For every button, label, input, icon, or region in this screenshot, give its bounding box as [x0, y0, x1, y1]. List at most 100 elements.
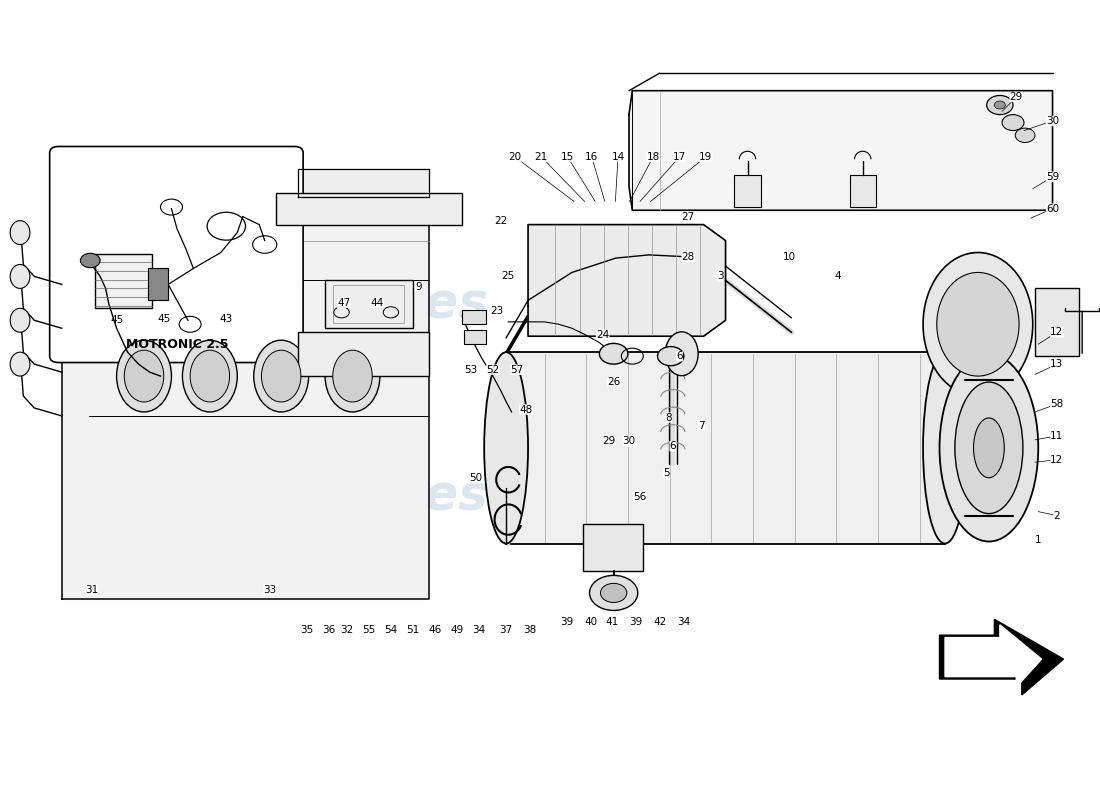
- Text: 41: 41: [606, 617, 619, 626]
- Ellipse shape: [262, 350, 301, 402]
- Bar: [735, 175, 761, 207]
- Circle shape: [601, 583, 627, 602]
- Ellipse shape: [974, 418, 1004, 478]
- Text: MOTRONIC 2.5: MOTRONIC 2.5: [125, 338, 228, 350]
- Text: 6: 6: [676, 351, 683, 361]
- Text: 25: 25: [502, 271, 515, 282]
- Ellipse shape: [117, 340, 172, 412]
- Text: 44: 44: [370, 298, 383, 308]
- Polygon shape: [298, 169, 429, 197]
- Text: 5: 5: [663, 468, 670, 478]
- Text: 43: 43: [220, 314, 233, 324]
- Text: 48: 48: [519, 405, 532, 414]
- Ellipse shape: [923, 352, 967, 543]
- Ellipse shape: [10, 221, 30, 245]
- Text: 40: 40: [584, 617, 597, 626]
- Text: eurospares: eurospares: [173, 472, 488, 520]
- Bar: [462, 310, 486, 324]
- Ellipse shape: [10, 265, 30, 288]
- Text: 13: 13: [1050, 359, 1064, 369]
- Text: 57: 57: [510, 365, 524, 374]
- Text: 6: 6: [670, 442, 676, 451]
- Ellipse shape: [10, 352, 30, 376]
- Text: 34: 34: [472, 625, 485, 634]
- Text: 31: 31: [85, 585, 98, 594]
- Text: 7: 7: [698, 421, 705, 430]
- Ellipse shape: [183, 340, 238, 412]
- Text: 30: 30: [623, 437, 636, 446]
- Circle shape: [80, 254, 100, 268]
- Bar: [1035, 288, 1079, 356]
- Text: 47: 47: [337, 298, 350, 308]
- Circle shape: [1015, 128, 1035, 142]
- Text: 56: 56: [634, 492, 647, 502]
- Circle shape: [658, 346, 684, 366]
- Circle shape: [994, 101, 1005, 109]
- Text: 51: 51: [406, 625, 419, 634]
- Text: 34: 34: [678, 617, 691, 626]
- Text: 43: 43: [220, 315, 233, 326]
- Text: 29: 29: [603, 437, 616, 446]
- FancyBboxPatch shape: [50, 146, 304, 362]
- Text: 27: 27: [682, 212, 695, 222]
- Ellipse shape: [332, 350, 372, 402]
- Circle shape: [1002, 114, 1024, 130]
- Bar: [506, 352, 945, 543]
- Ellipse shape: [937, 273, 1019, 376]
- Text: 15: 15: [561, 152, 574, 162]
- Text: 26: 26: [607, 378, 620, 387]
- Ellipse shape: [923, 253, 1033, 396]
- Text: 21: 21: [535, 152, 548, 162]
- Bar: [148, 269, 168, 300]
- Polygon shape: [939, 619, 1064, 695]
- Text: 22: 22: [494, 216, 507, 226]
- Text: 38: 38: [524, 625, 537, 634]
- Bar: [276, 193, 462, 225]
- Text: 49: 49: [450, 625, 463, 634]
- Text: 18: 18: [647, 152, 660, 162]
- Text: 23: 23: [491, 306, 504, 316]
- Text: 2: 2: [1054, 510, 1060, 521]
- Text: 54: 54: [384, 625, 397, 634]
- Ellipse shape: [326, 340, 379, 412]
- Text: 28: 28: [682, 251, 695, 262]
- Circle shape: [600, 343, 628, 364]
- Text: 35: 35: [300, 625, 313, 634]
- Text: 20: 20: [508, 152, 521, 162]
- Polygon shape: [629, 90, 1053, 210]
- Bar: [298, 332, 429, 376]
- Text: 37: 37: [499, 625, 513, 634]
- Text: 39: 39: [560, 617, 573, 626]
- Text: 33: 33: [264, 585, 277, 594]
- Text: 12: 12: [1050, 327, 1064, 338]
- Text: 55: 55: [362, 625, 375, 634]
- Text: 9: 9: [415, 282, 421, 292]
- Ellipse shape: [484, 352, 528, 543]
- Ellipse shape: [254, 340, 309, 412]
- Polygon shape: [528, 225, 726, 336]
- Text: 19: 19: [700, 152, 713, 162]
- Text: 11: 11: [1050, 431, 1064, 441]
- Circle shape: [987, 95, 1013, 114]
- Bar: [583, 523, 643, 571]
- Ellipse shape: [124, 350, 164, 402]
- Text: 8: 8: [666, 413, 672, 422]
- Text: 58: 58: [1050, 399, 1064, 409]
- Text: 42: 42: [653, 617, 667, 626]
- Text: 12: 12: [1050, 454, 1064, 465]
- Bar: [849, 175, 876, 207]
- Ellipse shape: [190, 350, 230, 402]
- Ellipse shape: [955, 382, 1023, 514]
- Text: 39: 39: [629, 617, 642, 626]
- Ellipse shape: [666, 332, 698, 376]
- Text: 36: 36: [321, 625, 336, 634]
- Text: 24: 24: [596, 330, 609, 340]
- Polygon shape: [945, 625, 1042, 687]
- Ellipse shape: [939, 354, 1038, 542]
- Text: 45: 45: [110, 315, 123, 326]
- Text: 4: 4: [834, 271, 840, 282]
- Text: 17: 17: [673, 152, 686, 162]
- Bar: [464, 330, 486, 344]
- Text: 3: 3: [717, 271, 724, 282]
- Text: 1: 1: [1035, 534, 1042, 545]
